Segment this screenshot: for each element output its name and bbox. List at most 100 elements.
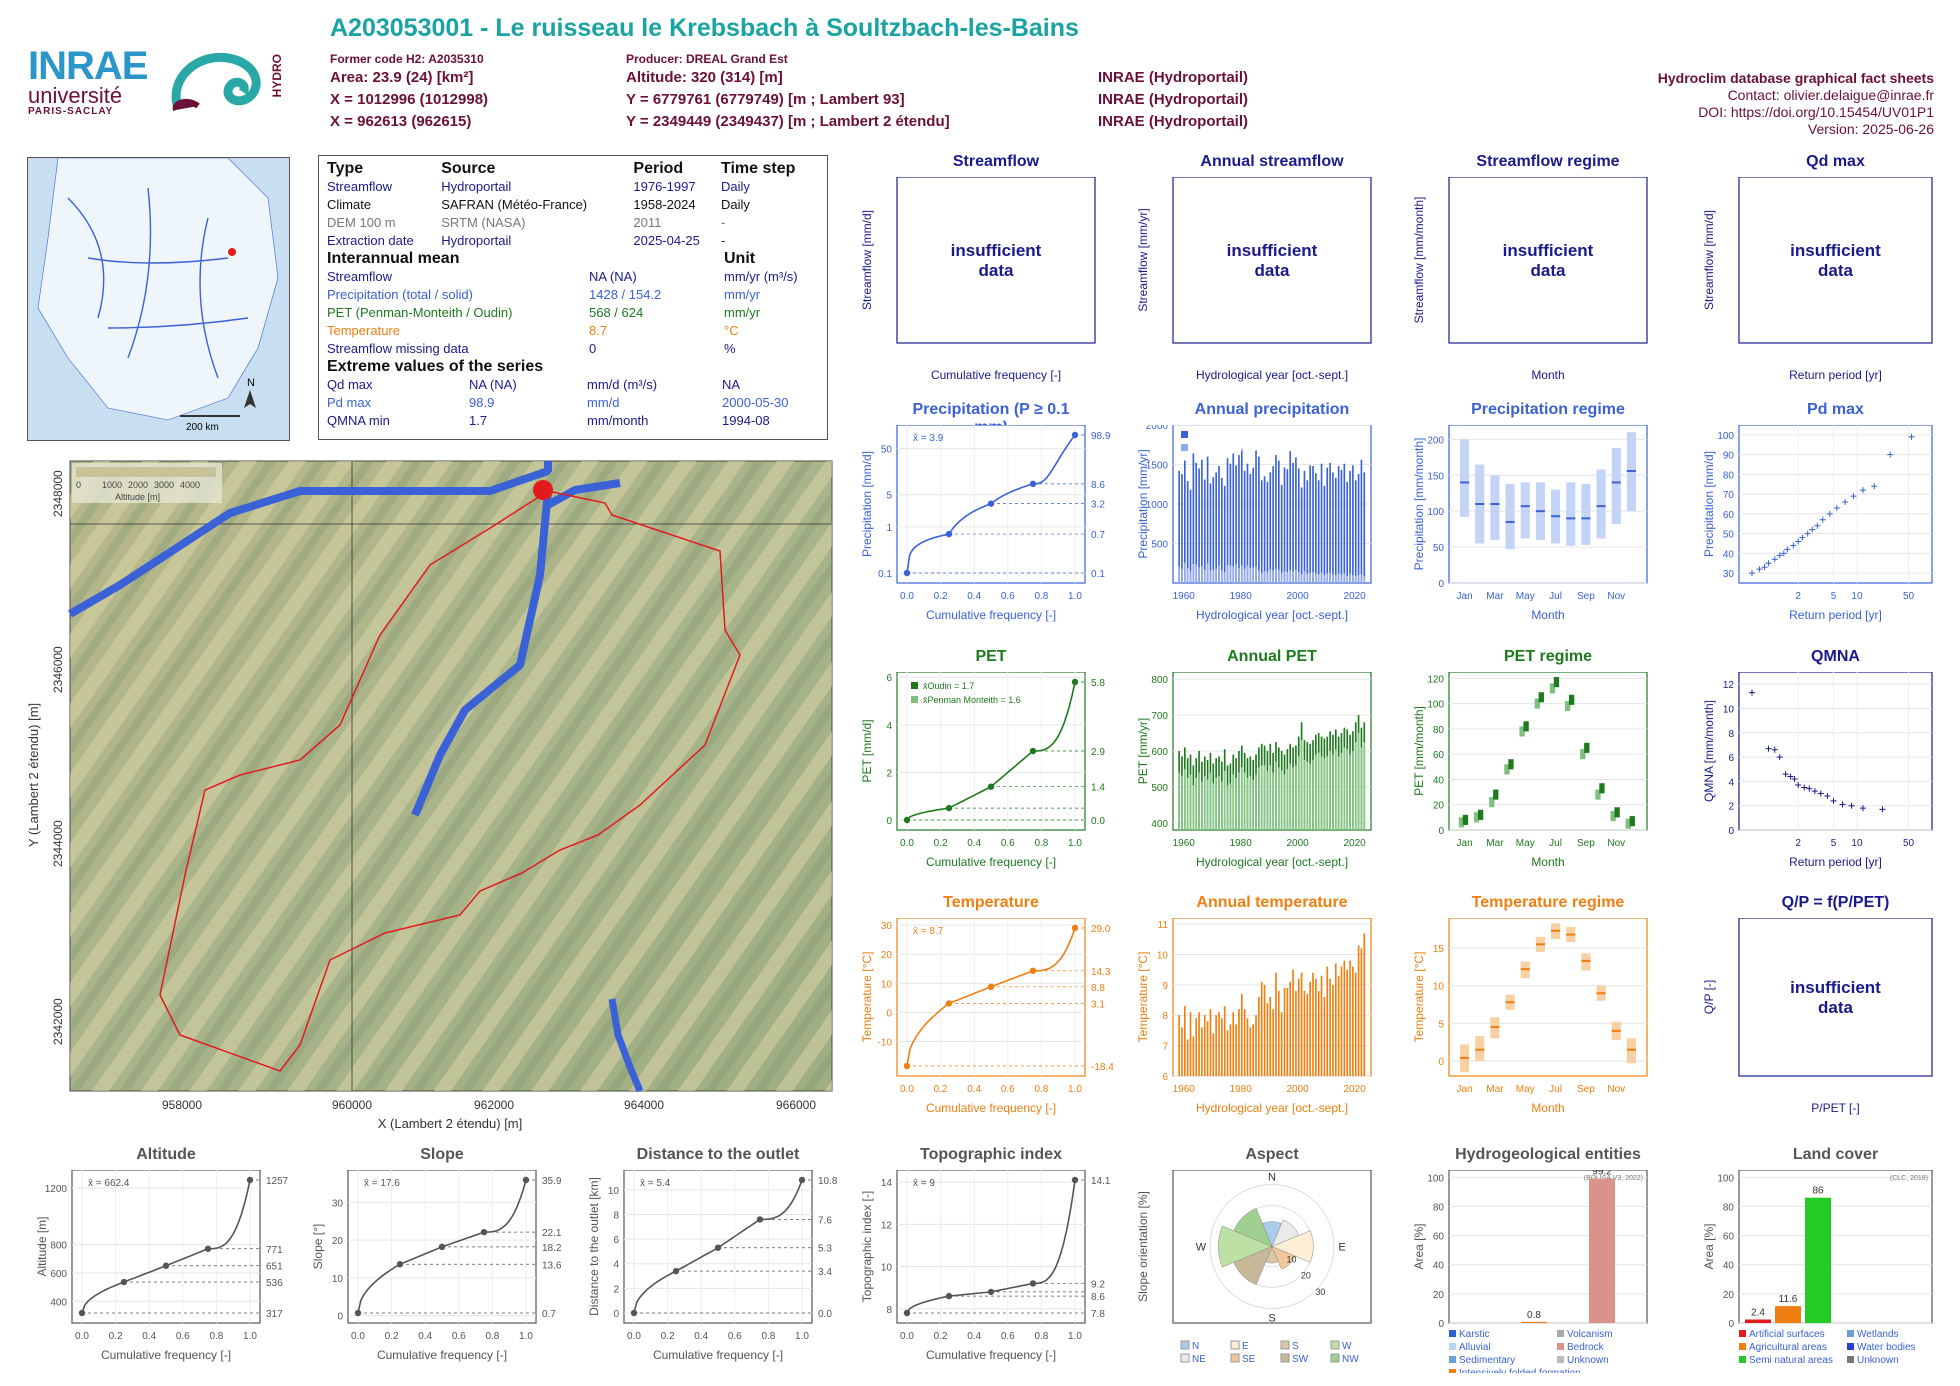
x-tick: 0.4	[967, 1084, 981, 1095]
annual_temp-bar	[1198, 1012, 1200, 1076]
annual_precip-legend-swatch	[1181, 431, 1188, 438]
x-tick: 0.6	[1001, 591, 1015, 602]
annual_temp-bar	[1343, 960, 1346, 1076]
land_cover-chart: Area [%] 0 20 40 60 80 100 (CLC, 2018) 2.4 11.6 86…	[1702, 1170, 1933, 1366]
pet_freq-right-tick: 0.0	[1091, 816, 1105, 827]
cell: Precipitation (total / solid)	[327, 287, 473, 302]
precip_regime-box	[1505, 483, 1515, 550]
x-tick: 2	[1795, 838, 1801, 849]
precip_regime-box	[1611, 447, 1621, 525]
distance-right-tick: 5.3	[818, 1244, 832, 1255]
annual_pet-bar	[1312, 759, 1314, 830]
annual_precip-bar	[1178, 470, 1180, 583]
distance-ylabel: Distance to the outlet [km]	[587, 1177, 601, 1316]
pet_freq-legend-label: x̄Penman Monteith = 1.6	[923, 695, 1021, 705]
annual_pet-bar	[1326, 756, 1329, 830]
land_cover-legend-label: Wetlands	[1857, 1329, 1899, 1340]
pet_regime-box	[1493, 789, 1499, 800]
qmna-point	[1771, 746, 1778, 753]
table-row: Streamflow NA (NA) mm/yr (m³/s)	[327, 268, 819, 286]
annual_temp-bar	[1260, 981, 1263, 1076]
topo_index-right-tick: 9.2	[1091, 1279, 1105, 1290]
distance-plot: Cumulative frequency [-] Distance to the …	[587, 1170, 838, 1362]
annual_precip-bar	[1215, 472, 1217, 583]
y-tick: 50	[1723, 530, 1735, 541]
annual_temp-bar	[1352, 966, 1354, 1076]
y-tick: 50	[1433, 543, 1445, 554]
temp_regime-box	[1626, 1038, 1636, 1064]
qmna-chart: Return period [yr] QMNA [mm/month] 0 2 4 6 8 10…	[1702, 672, 1933, 869]
annual_pet-bar	[1315, 754, 1317, 830]
aspect-direction: N	[1268, 1172, 1276, 1184]
altitude-chart: Cumulative frequency [-] Altitude [m] 0.0 0…	[35, 1170, 289, 1362]
annual_pet-bar	[1300, 740, 1303, 830]
temp_freq-xlabel: Cumulative frequency [-]	[926, 1101, 1056, 1115]
annual_precip-legend-label: Total precipitation	[1191, 430, 1261, 440]
x-tick: 2000	[1287, 1084, 1310, 1095]
precip_regime-box	[1460, 439, 1470, 517]
annual_streamflow-message: insufficient	[1227, 241, 1318, 260]
pet_regime-box	[1580, 749, 1586, 760]
qmna-point	[1811, 788, 1818, 795]
annual_pet-bar	[1289, 763, 1292, 830]
y-tick: 40	[1433, 775, 1445, 786]
slope-ylabel: Slope [°]	[311, 1224, 325, 1270]
x-tick: 0.0	[900, 591, 914, 602]
y-l2e: Y = 2349449 (2349437) [m ; Lambert 2 éte…	[626, 113, 950, 130]
temp_regime-plot: Month Temperature [°C] 0 5 10 15 Jan Mar May Jul S…	[1412, 918, 1648, 1115]
aspect-legend-label: SE	[1242, 1354, 1256, 1365]
annual_precip-bar	[1238, 455, 1240, 583]
pd_max-point	[1748, 570, 1755, 577]
table-row: Streamflow Hydroportail 1976-1997 Daily	[327, 178, 819, 196]
x-tick: 0.4	[694, 1331, 708, 1342]
cell: Qd max	[327, 377, 373, 392]
annual_precip-bar	[1183, 562, 1186, 583]
cell: mm/d (m³/s)	[587, 377, 658, 392]
land_cover-legend-label: Water bodies	[1857, 1342, 1916, 1353]
y-tick: 6	[1728, 753, 1734, 764]
pd_max-plot: Return period [yr] Precipitation [mm/d] 30…	[1702, 425, 1933, 622]
y-tick: 800	[1151, 675, 1168, 686]
annual_pet-bar	[1272, 772, 1274, 830]
annual_precip-bar	[1334, 575, 1337, 583]
altitude-mean: x̄ = 662.4	[88, 1178, 130, 1189]
annual_precip-bar	[1186, 481, 1189, 583]
unit-title: Unit	[724, 250, 756, 267]
cell: -	[720, 233, 726, 248]
annual_precip-legend-label: Solid precipitation	[1191, 443, 1262, 453]
y-tick: 80	[1723, 1202, 1735, 1213]
x-tick: 1960	[1173, 591, 1196, 602]
doi-link[interactable]: DOI: https://doi.org/10.15454/UV01P1	[1698, 104, 1934, 120]
table-row: Climate SAFRAN (Météo-France) 1958-2024 Dai…	[327, 196, 819, 214]
pd_max-point	[1859, 487, 1866, 494]
svg-text:2342000: 2342000	[51, 998, 65, 1045]
topo_index-xlabel: Cumulative frequency [-]	[926, 1348, 1056, 1362]
x-tick: 0.0	[900, 1331, 914, 1342]
annual_temp-chart: Hydrological year [oct.-sept.] Temperatur…	[1136, 918, 1372, 1115]
precip_regime-plot: Month Precipitation [mm/month] 0 50 100 150 20…	[1412, 425, 1648, 622]
y-tick: 10	[332, 1274, 344, 1285]
precip_freq-right-tick: 0.7	[1091, 530, 1105, 541]
pet_regime-plot: Month PET [mm/month] 0 20 40 60 80 100 120 Jan Mar…	[1412, 672, 1648, 869]
precip_freq-plot: Cumulative frequency [-] Precipitation [m…	[860, 425, 1111, 622]
cell: mm/d	[587, 395, 620, 410]
x-tick: 2020	[1343, 591, 1366, 602]
altitude-ylabel: Altitude [m]	[35, 1216, 49, 1276]
qd_max-message: insufficient	[1790, 241, 1881, 260]
precip_regime-chart: Month Precipitation [mm/month] 0 50 100 150 20…	[1412, 425, 1648, 622]
topo_index-ylabel: Topographic index [-]	[860, 1191, 874, 1302]
svg-text:2346000: 2346000	[51, 646, 65, 693]
cell: Daily	[720, 179, 750, 194]
pet_regime-box	[1538, 692, 1544, 703]
annual_precip-bar	[1181, 473, 1183, 583]
y-tick: 2000	[1146, 425, 1169, 432]
y-tick: 10	[608, 1186, 620, 1197]
cell: NA (NA)	[469, 377, 517, 392]
annual_temp-bar	[1178, 1015, 1180, 1076]
svg-text:964000: 964000	[624, 1098, 664, 1112]
annual_pet-chart: Hydrological year [oct.-sept.] PET [mm/yr…	[1136, 672, 1372, 869]
annual_precip-bar	[1349, 470, 1351, 583]
x-tick: 0.4	[142, 1331, 156, 1342]
cell: Daily	[720, 197, 750, 212]
